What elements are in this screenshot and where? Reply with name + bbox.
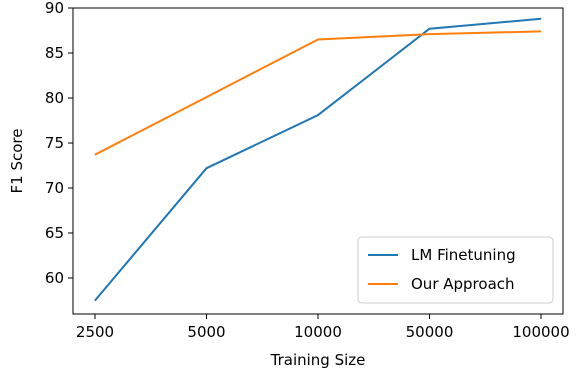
x-tick-label: 2500 [76,323,114,341]
x-axis-ticks: 2500 5000 10000 50000 100000 [76,314,570,341]
data-point [206,167,207,169]
y-axis-title: F1 Score [8,129,26,194]
y-tick-label: 65 [45,224,64,242]
y-tick-label: 70 [45,179,64,197]
x-tick-label: 100000 [512,323,569,341]
legend-label: LM Finetuning [411,246,516,264]
y-tick-label: 60 [45,269,64,287]
data-point [206,96,207,98]
data-point [429,28,430,30]
y-tick-label: 80 [45,89,64,107]
legend: LM Finetuning Our Approach [357,236,554,304]
data-point [317,39,319,40]
series-lines [94,17,542,302]
y-axis-ticks: 60 65 70 75 80 85 90 [45,0,73,287]
data-point [94,300,96,301]
y-tick-label: 75 [45,134,64,152]
data-point [540,30,542,32]
x-tick-label: 10000 [294,323,342,341]
x-axis-title: Training Size [270,351,366,369]
x-tick-label: 50000 [406,323,454,341]
series-line-our-approach [94,30,542,156]
data-point [317,114,319,116]
legend-label: Our Approach [411,275,515,293]
y-tick-label: 85 [45,44,64,62]
legend-box [357,236,554,304]
x-tick-label: 5000 [187,323,225,341]
data-point [540,18,542,20]
data-point [94,154,96,156]
data-point [429,33,430,35]
y-tick-label: 90 [45,0,64,17]
